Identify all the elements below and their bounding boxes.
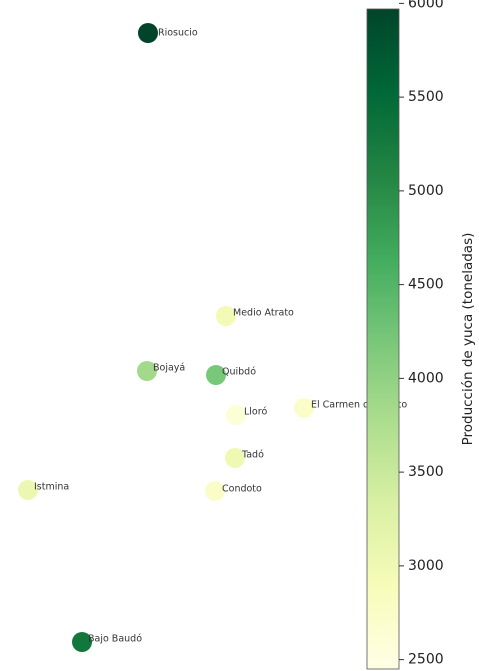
label-lloro: Lloró bbox=[244, 407, 267, 418]
colorbar-gradient bbox=[366, 8, 400, 670]
label-condoto: Condoto bbox=[222, 484, 262, 495]
point-condoto bbox=[205, 481, 225, 501]
label-medio-atrato: Medio Atrato bbox=[233, 308, 294, 319]
label-quibdo: Quibdó bbox=[222, 367, 256, 378]
colorbar-tick-label: 3000 bbox=[408, 558, 444, 574]
point-bojaya bbox=[137, 361, 157, 381]
colorbar-tick-label: 3500 bbox=[408, 464, 444, 480]
point-quibdo bbox=[206, 365, 226, 385]
label-el-carmen-de-atrato: El Carmen de Atrato bbox=[311, 400, 407, 411]
point-istmina bbox=[18, 480, 38, 500]
colorbar-tick-label: 5000 bbox=[408, 183, 444, 199]
point-lloro bbox=[226, 405, 246, 425]
label-tado: Tadó bbox=[241, 450, 264, 461]
data-points bbox=[18, 23, 314, 652]
colorbar-tick-label: 5500 bbox=[408, 89, 444, 105]
label-riosucio: Riosucio bbox=[158, 28, 198, 39]
label-bajo-baudo: Bajo Baudó bbox=[88, 634, 142, 645]
point-labels: Riosucio Medio Atrato Bojayá Quibdó Lloró El … bbox=[34, 28, 407, 645]
point-el-carmen-de-atrato bbox=[294, 398, 314, 418]
label-istmina: Istmina bbox=[34, 482, 69, 493]
colorbar-tick-label: 2500 bbox=[408, 652, 444, 668]
colorbar-label: Producción de yuca (toneladas) bbox=[460, 233, 476, 446]
colorbar-ticks: 2500 3000 3500 4000 4500 5000 5500 6000 bbox=[399, 0, 444, 668]
colorbar: 2500 3000 3500 4000 4500 5000 5500 6000 Producc… bbox=[366, 0, 476, 670]
point-riosucio bbox=[138, 23, 158, 43]
colorbar-tick-label: 4500 bbox=[408, 277, 444, 293]
colorbar-tick-label: 4000 bbox=[408, 370, 444, 386]
point-tado bbox=[225, 448, 245, 468]
label-bojaya: Bojayá bbox=[153, 363, 185, 374]
colorbar-tick-label: 6000 bbox=[408, 0, 444, 11]
point-medio-atrato bbox=[216, 306, 236, 326]
point-bajo-baudo bbox=[72, 632, 92, 652]
